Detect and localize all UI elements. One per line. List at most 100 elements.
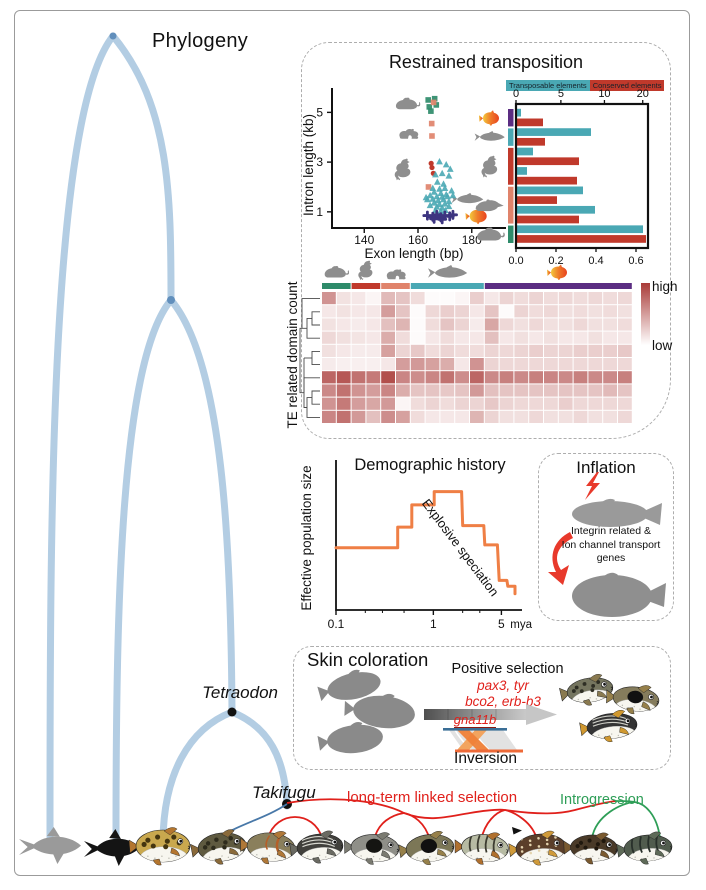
heatmap-cell xyxy=(544,358,558,371)
heatmap-cell xyxy=(588,384,603,397)
arrow-marker-icon xyxy=(512,827,522,835)
heatmap-cell xyxy=(322,292,336,305)
svg-text:20: 20 xyxy=(637,88,649,100)
heatmap-cell xyxy=(573,384,588,397)
heatmap-cell xyxy=(558,331,573,344)
tree-branch xyxy=(228,708,291,810)
colored-puffer-trio xyxy=(559,673,660,743)
dendrogram-line xyxy=(306,397,320,418)
heatmap-cell xyxy=(396,410,410,423)
heatmap-cell xyxy=(588,371,603,384)
heatmap-cell xyxy=(470,397,484,410)
heatmap-cell xyxy=(425,292,440,305)
heatmap-cell xyxy=(514,371,529,384)
heatmap-cell xyxy=(322,358,336,371)
heatmap-cell xyxy=(351,344,366,357)
heatmap-cell xyxy=(514,410,529,423)
positive-selection-label: Positive selection xyxy=(451,661,564,677)
demographic-history-plot: 0.1 1 5 mya xyxy=(328,460,533,631)
heatmap-cell xyxy=(558,397,573,410)
heatmap-cell xyxy=(410,397,425,410)
heatmap-cell xyxy=(336,305,351,318)
heatmap-cell xyxy=(499,371,514,384)
heatmap-cell xyxy=(514,397,529,410)
heatmap-cell xyxy=(499,344,514,357)
heatmap-cell xyxy=(514,305,529,318)
heatmap-cell xyxy=(544,410,558,423)
heatmap-cell xyxy=(573,344,588,357)
heatmap-cell xyxy=(499,358,514,371)
heatmap-cell xyxy=(440,371,455,384)
chicken-silhouette-icon xyxy=(481,155,498,178)
svg-text:160: 160 xyxy=(408,233,428,247)
colored-puffer-2 xyxy=(606,685,660,715)
inflation-genes-text: Integrin related & Ion channel transport… xyxy=(552,525,670,566)
phylogeny-title: Phylogeny xyxy=(152,30,249,52)
heatmap-cell xyxy=(440,344,455,357)
heatmap-cell xyxy=(455,305,469,318)
heatmap-cell xyxy=(336,384,351,397)
heatmap-cell xyxy=(588,410,603,423)
heatmap-cell xyxy=(410,318,425,331)
panel-restrained-transposition: Restrained transposition xyxy=(301,42,671,439)
svg-text:1: 1 xyxy=(316,205,323,219)
heatmap-cell xyxy=(396,292,410,305)
heatmap-cell xyxy=(484,344,499,357)
legend-transposable-elements: Transposable elements xyxy=(506,80,590,91)
heatmap-cell xyxy=(425,318,440,331)
introgression-label: Introgression xyxy=(560,792,644,808)
svg-text:0: 0 xyxy=(513,88,519,100)
heatmap-cell xyxy=(381,384,395,397)
heatmap-cell xyxy=(351,292,366,305)
linked-selection-curve xyxy=(286,798,617,820)
inflation-genes-line3: genes xyxy=(596,552,626,565)
svg-text:0.0: 0.0 xyxy=(508,255,523,267)
heatmap-cell xyxy=(499,410,514,423)
tetraodon-spotted-puffer xyxy=(128,827,191,866)
gna11b-gene-label: gna11b xyxy=(425,712,525,728)
arrow-head xyxy=(526,704,557,725)
svg-text:0.6: 0.6 xyxy=(628,255,643,267)
heatmap-cell xyxy=(470,371,484,384)
heatmap-cell xyxy=(440,331,455,344)
medaka-silhouette xyxy=(19,827,81,864)
heatmap-cell xyxy=(396,344,410,357)
heatmap-cell xyxy=(499,292,514,305)
inversion-bottom-line xyxy=(455,749,523,753)
heatmap-cell xyxy=(558,410,573,423)
heatmap-cell xyxy=(410,292,425,305)
svg-text:180: 180 xyxy=(462,233,482,247)
takifugu-1 xyxy=(190,829,247,865)
tree-node xyxy=(109,32,117,40)
heatmap-cell xyxy=(603,371,617,384)
heatmap-cell xyxy=(499,305,514,318)
heatmap-cell xyxy=(381,331,395,344)
heatmap-cell xyxy=(529,318,543,331)
colorbar-high-label: high xyxy=(652,279,678,294)
heatmap-cell xyxy=(396,358,410,371)
heatmap-cell xyxy=(588,397,603,410)
heatmap-cell xyxy=(558,371,573,384)
heatmap-cell xyxy=(425,358,440,371)
heatmap-cell xyxy=(440,384,455,397)
heatmap-cell xyxy=(440,318,455,331)
heatmap-cell xyxy=(573,292,588,305)
heatmap-cell xyxy=(425,397,440,410)
takifugu-5 xyxy=(398,830,455,865)
heatmap-cell xyxy=(573,318,588,331)
down-arrow-icon xyxy=(548,532,573,585)
heatmap-cell xyxy=(618,371,632,384)
heatmap-cell xyxy=(558,318,573,331)
heatmap-cell xyxy=(470,318,484,331)
introgression-curve xyxy=(591,801,635,839)
heatmap-cell xyxy=(484,331,499,344)
puffer-silhouette xyxy=(317,722,383,754)
heatmap-cell xyxy=(603,305,617,318)
svg-text:0.2: 0.2 xyxy=(548,255,563,267)
heatmap-cell xyxy=(588,358,603,371)
heatmap-cell xyxy=(322,371,336,384)
heatmap-y-axis-label: TE related domain count xyxy=(285,281,300,429)
heatmap-cell xyxy=(381,358,395,371)
heatmap-cell xyxy=(470,305,484,318)
